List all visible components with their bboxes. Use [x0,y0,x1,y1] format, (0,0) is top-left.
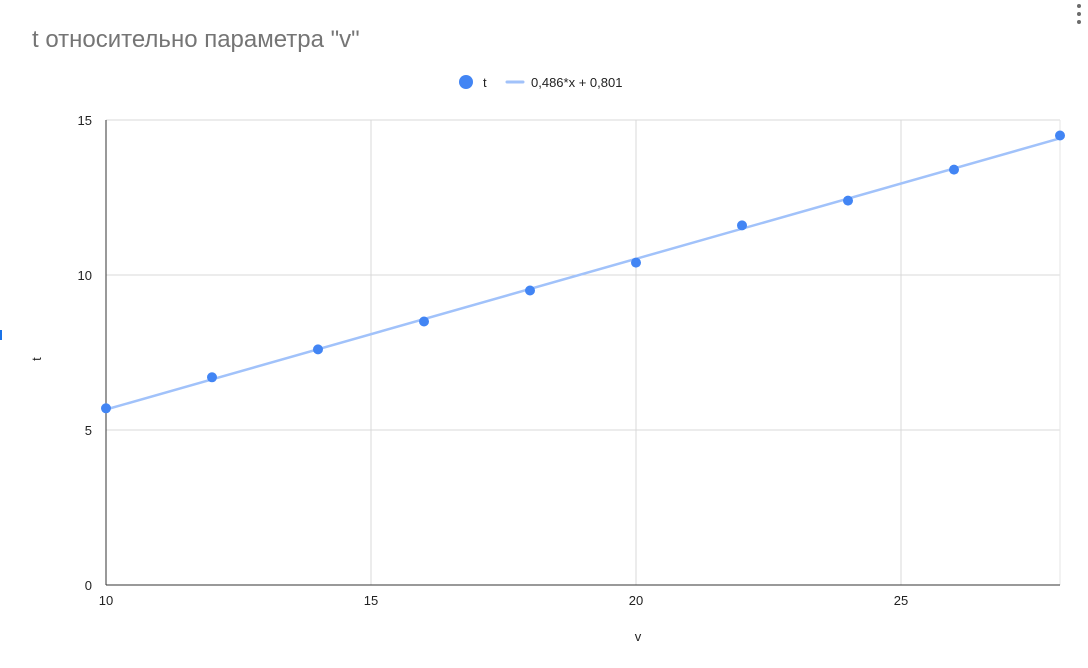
data-point[interactable] [843,195,853,206]
legend-label-trendline: 0,486*x + 0,801 [531,75,622,90]
y-tick-label: 15 [78,113,92,128]
data-point[interactable] [1055,130,1065,141]
y-tick-label: 0 [85,578,92,593]
x-tick-label: 10 [99,593,113,608]
data-point[interactable] [313,344,323,355]
data-point[interactable] [737,220,747,231]
selection-marker [0,330,2,340]
y-tick-label: 5 [85,423,92,438]
y-tick-label: 10 [78,268,92,283]
trendline [104,137,1062,411]
data-points [101,130,1065,414]
legend-label-t: t [483,75,487,90]
x-tick-label: 20 [629,593,643,608]
x-axis-title: v [635,629,642,644]
data-point[interactable] [419,316,429,327]
grid-lines [106,119,1061,585]
data-point[interactable] [949,164,959,175]
axes [105,120,1060,586]
data-point[interactable] [631,257,641,268]
x-tick-label: 15 [364,593,378,608]
trendline-group [104,137,1062,411]
y-axis-title: t [29,357,44,361]
data-point[interactable] [101,403,111,414]
legend: t 0,486*x + 0,801 [459,75,622,90]
data-point[interactable] [207,372,217,383]
chart-title: t относительно параметра "v" [32,26,360,53]
data-point[interactable] [525,285,535,296]
x-tick-label: 25 [894,593,908,608]
more-options-icon[interactable] [1076,4,1082,28]
tick-labels: 0 5 10 15 10 15 20 25 v t [29,113,908,644]
legend-marker-t [459,75,473,89]
